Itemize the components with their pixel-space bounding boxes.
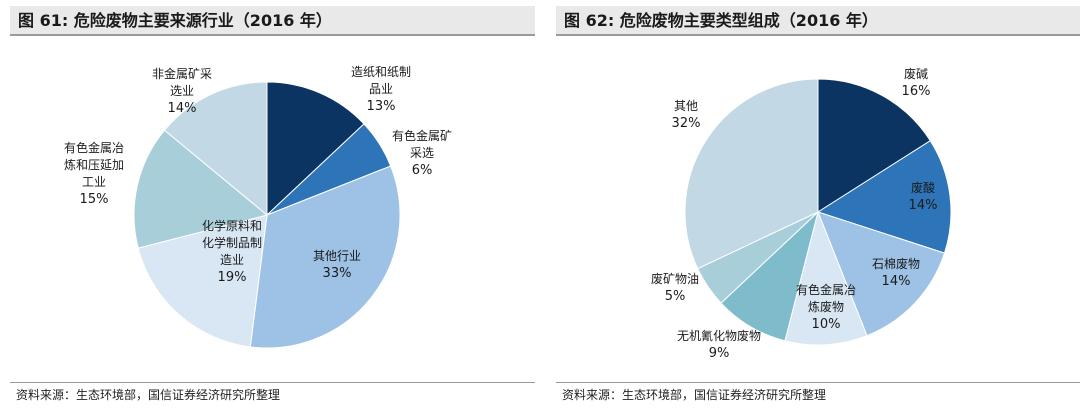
pie-slice-4: [133, 129, 269, 249]
slice-label-3: 化学原料和化学制品制造业 19%: [202, 218, 262, 285]
pie-slice-3: [137, 214, 268, 348]
slice-label-4: 有色金属冶炼和压延加工业 15%: [64, 140, 124, 207]
chart-source: 资料来源：生态环境部，国信证券经济研究所整理: [10, 382, 535, 406]
pie-slice-1: [816, 140, 952, 254]
slice-label-0: 造纸和纸制品业 13%: [351, 65, 411, 114]
slice-label-5: 非金属矿采选业 14%: [152, 66, 212, 116]
pie-chart-waste-types: 废碱 16% 废酸 14% 石棉废物 14% 有色金属冶炼废物 10% 无机氰化物废物 9% 废矿物…: [651, 66, 952, 361]
slice-label-0: 废碱 16%: [902, 66, 931, 99]
slice-label-6: 其他 32%: [672, 99, 701, 131]
pie-chart-source-industries: 造纸和纸制品业 13% 有色金属矿采选 6% 其他行业 33% 化学原料和化学制品制造业 19…: [64, 65, 452, 349]
pie-slice-3: [784, 210, 868, 346]
slice-label-2: 其他行业 33%: [313, 249, 361, 281]
pie-slice-5: [163, 81, 268, 217]
chart-panel-62: 图 62: 危险废物主要类型组成（2016 年） 废碱 16% 废酸 14% 石棉废物 1…: [556, 0, 1080, 410]
pie-slice-2: [249, 165, 401, 349]
chart-title: 图 61: 危险废物主要来源行业（2016 年）: [10, 6, 535, 36]
slice-label-4: 无机氰化物废物 9%: [677, 328, 761, 361]
slice-label-1: 有色金属矿采选 6%: [392, 128, 452, 178]
slice-label-1: 废酸 14%: [909, 180, 938, 213]
slice-label-3: 有色金属冶炼废物 10%: [796, 282, 856, 332]
pie-slice-0: [817, 78, 931, 213]
chart-source: 资料来源：生态环境部，国信证券经济研究所整理: [556, 382, 1080, 406]
chart-title: 图 62: 危险废物主要类型组成（2016 年）: [556, 6, 1080, 36]
chart-panel-61: 图 61: 危险废物主要来源行业（2016 年） 造纸和纸制品业 13% 有色金属矿…: [10, 0, 535, 410]
slice-label-5: 废矿物油 5%: [651, 271, 699, 304]
slice-label-2: 石棉废物 14%: [872, 256, 920, 289]
pie-slice-6: [684, 78, 819, 270]
pie-slice-0: [266, 81, 365, 217]
pie-slice-2: [817, 211, 946, 337]
